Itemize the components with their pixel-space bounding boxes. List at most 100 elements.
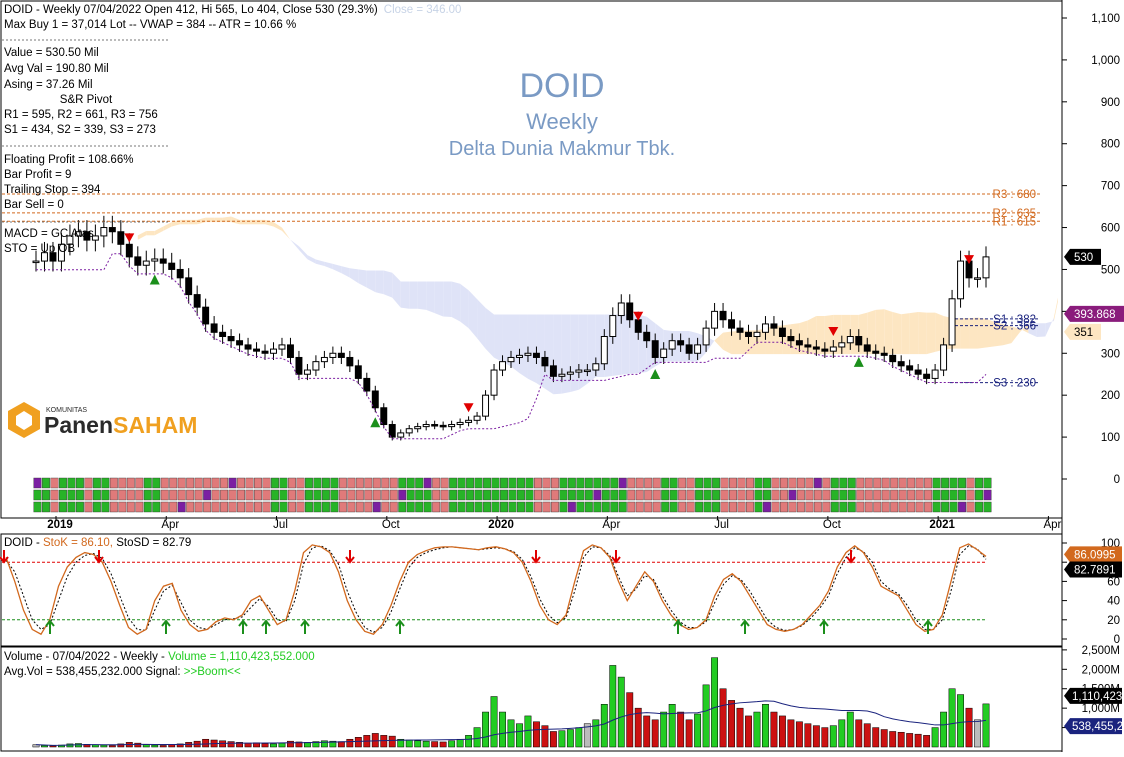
- signal-cell: [449, 501, 458, 513]
- signal-cell: [881, 477, 890, 489]
- volume-bar: [507, 719, 515, 748]
- volume-bar: [626, 692, 634, 748]
- signal-cell: [372, 501, 381, 513]
- price-tick-label: 0: [1114, 474, 1120, 486]
- signal-cell: [941, 501, 950, 513]
- signal-cell: [635, 477, 644, 489]
- volume-tag: [1064, 687, 1122, 704]
- signal-cell: [864, 477, 873, 489]
- volume-bar: [176, 743, 184, 748]
- signal-cell: [75, 489, 84, 501]
- signal-cell: [788, 477, 797, 489]
- signal-cell: [873, 477, 882, 489]
- volume-bar: [719, 688, 727, 748]
- signal-cell: [483, 501, 491, 513]
- x-tick-label: 2020: [488, 519, 514, 531]
- signal-cell: [254, 501, 262, 513]
- signal-cell: [160, 489, 169, 501]
- signal-cell: [330, 489, 339, 501]
- signal-cell: [839, 501, 848, 513]
- signal-cell: [576, 489, 585, 501]
- cloud-segment: [298, 246, 308, 260]
- candle-body: [549, 365, 557, 377]
- signal-cell: [203, 489, 212, 501]
- signal-cell: [313, 489, 322, 501]
- candle-body: [524, 352, 532, 356]
- signal-cell: [729, 489, 737, 501]
- candle-body: [431, 424, 439, 427]
- volume-bar: [558, 730, 566, 748]
- signal-cell: [245, 489, 254, 501]
- signal-cell: [839, 477, 848, 489]
- candle-body: [278, 344, 286, 350]
- signal-cell: [941, 489, 950, 501]
- signal-cell: [644, 489, 653, 501]
- volume-bar: [745, 715, 752, 748]
- signal-cell: [864, 489, 873, 501]
- signal-cell: [279, 501, 288, 513]
- signal-cell: [288, 501, 296, 513]
- signal-cell: [143, 501, 152, 513]
- cloud-segment: [511, 314, 520, 374]
- cloud-segment: [180, 219, 189, 225]
- volume-bar: [872, 727, 880, 748]
- candle-body: [668, 340, 676, 350]
- signal-cell: [890, 501, 899, 513]
- signal-cell: [847, 489, 856, 501]
- signal-cell: [194, 489, 203, 501]
- candle-body: [312, 361, 320, 371]
- cloud-segment: [307, 255, 316, 264]
- signal-cell: [584, 489, 593, 501]
- signal-cell: [729, 501, 737, 513]
- candle-body: [142, 260, 150, 266]
- candle-body: [83, 231, 91, 241]
- volume-bar: [439, 741, 447, 748]
- signal-cell: [822, 489, 831, 501]
- signal-cell: [542, 477, 551, 489]
- cloud-segment: [188, 219, 198, 225]
- signal-cell: [152, 501, 161, 513]
- signal-cell: [779, 501, 788, 513]
- cloud-segment: [536, 314, 545, 389]
- signal-cell: [763, 477, 771, 489]
- candle-body: [634, 319, 642, 333]
- candle-body: [541, 356, 549, 367]
- signal-cell: [186, 501, 195, 513]
- signal-cell: [406, 501, 415, 513]
- volume-bar: [414, 740, 422, 748]
- signal-cell: [771, 501, 780, 513]
- x-tick-label: Oct: [823, 519, 842, 531]
- signal-cell: [771, 489, 780, 501]
- volume-bar: [295, 741, 303, 748]
- volume-bar: [371, 733, 379, 748]
- trailing-stop-line: [36, 253, 987, 440]
- signal-cell: [695, 477, 704, 489]
- buy-arrow-icon: [853, 356, 864, 367]
- signal-cell: [525, 477, 534, 489]
- cloud-segment: [884, 309, 893, 355]
- signal-cell: [33, 501, 42, 513]
- candle-body: [270, 348, 277, 354]
- volume-bar: [142, 744, 150, 748]
- signal-cell: [567, 477, 576, 489]
- volume-bar: [957, 694, 964, 748]
- signal-cell: [457, 489, 466, 501]
- cloud-segment: [443, 281, 452, 318]
- signal-cell: [542, 489, 551, 501]
- signal-cell: [813, 489, 822, 501]
- signal-cell: [160, 477, 169, 489]
- volume-bar: [965, 707, 973, 748]
- info-panel: Value = 530.50 Mil Avg Val = 190.80 Mil As…: [2, 39, 168, 255]
- buy-arrow-icon: [370, 417, 381, 428]
- cloud-segment: [850, 314, 859, 355]
- info-line-sr-pivot: S&R Pivot: [60, 94, 113, 106]
- signal-cell: [42, 501, 50, 513]
- volume-bar: [524, 715, 532, 748]
- volume-bar: [134, 742, 142, 748]
- cloud-segment: [578, 314, 588, 390]
- cloud-segment: [680, 331, 690, 362]
- candle-body: [176, 268, 184, 279]
- signal-cell: [228, 477, 237, 489]
- volume-label-2: Avg.Vol = 538,455,232.000 Signal: >>Boom…: [4, 666, 241, 678]
